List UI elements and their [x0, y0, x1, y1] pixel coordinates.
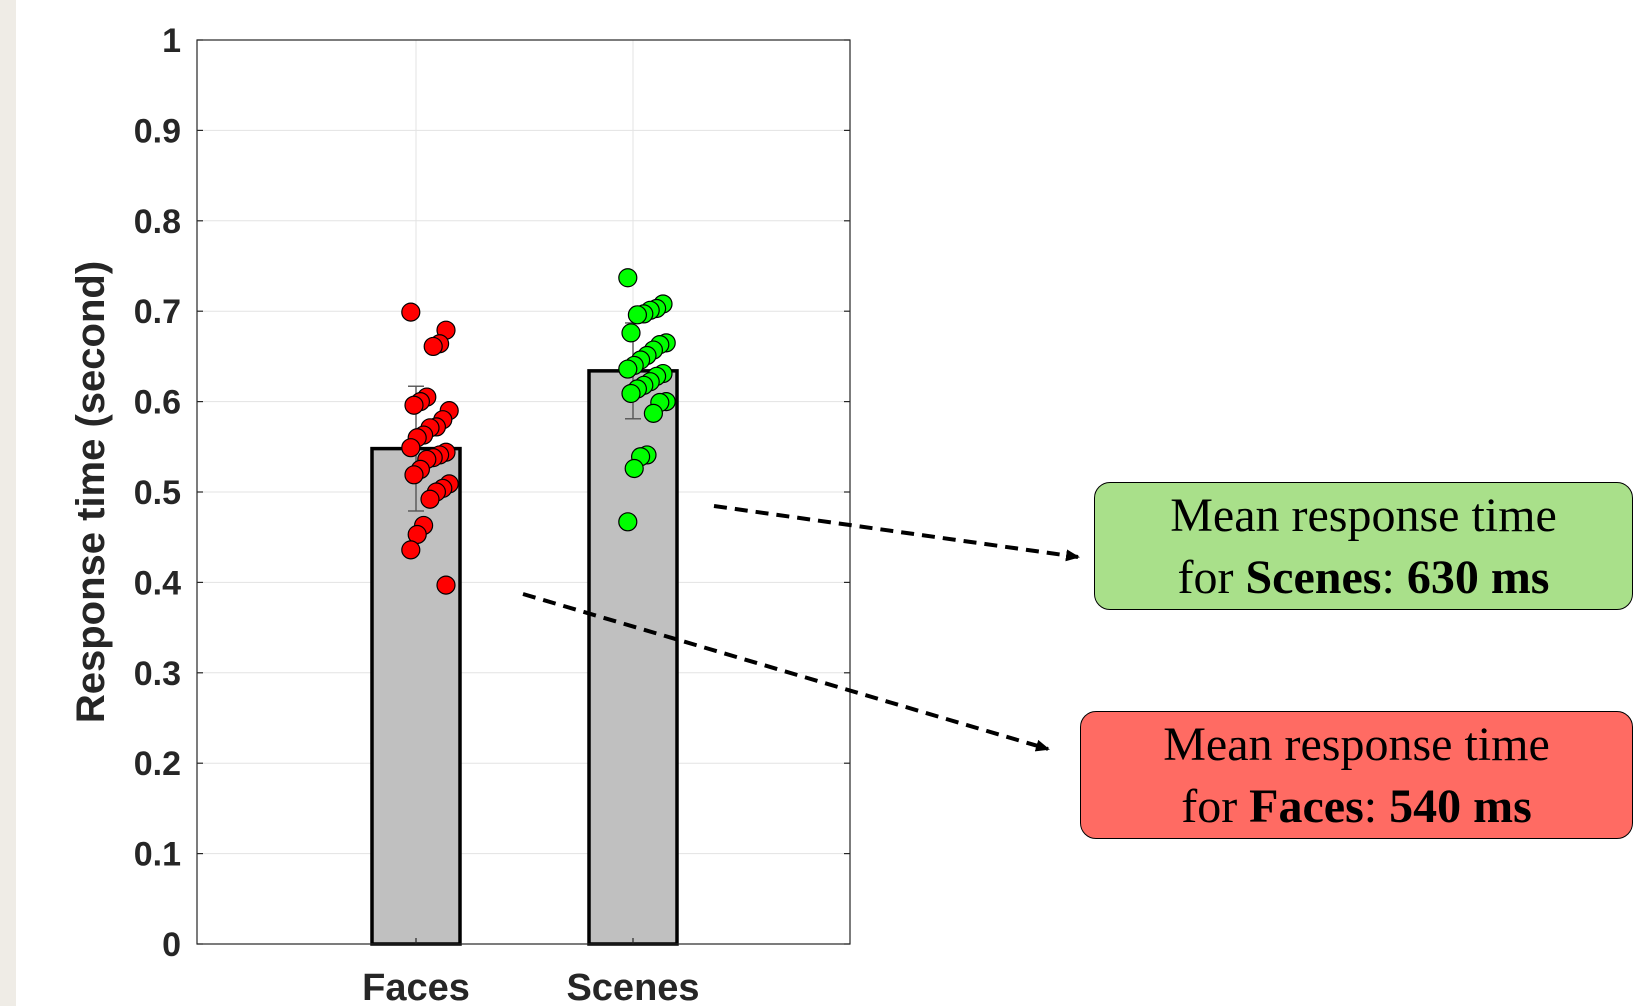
data-point-scenes [618, 512, 638, 532]
gridlines [197, 39, 850, 945]
y-tick-label: 0.6 [134, 384, 181, 422]
faces-callout-line1: Mean response time [1163, 718, 1550, 771]
scenes-mean-callout: Mean response time for Scenes: 630 ms [1094, 482, 1633, 610]
data-point-faces [436, 575, 456, 595]
faces-callout-category: Faces [1249, 780, 1364, 833]
y-tick-label: 0.7 [134, 293, 181, 331]
scenes-callout-line2: for Scenes: 630 ms [1095, 547, 1632, 609]
data-point-scenes [618, 359, 638, 379]
data-point-faces [401, 540, 421, 560]
x-category-labels: Faces Scenes [362, 938, 700, 1006]
y-ticks: 0 0.1 0.2 0.3 0.4 0.5 0.6 0.7 0.8 0.9 1 [134, 22, 850, 964]
callout-arrows [522, 504, 1080, 752]
x-category-label-scenes: Scenes [566, 967, 699, 1006]
y-tick-label: 0.2 [134, 745, 181, 783]
y-tick-label: 0.5 [134, 474, 181, 512]
data-point-scenes [643, 403, 664, 423]
y-tick-label: 0.3 [134, 655, 181, 693]
scenes-callout-sep: : [1381, 551, 1407, 604]
y-tick-label: 0.9 [134, 112, 181, 150]
faces-callout-value: 540 ms [1389, 780, 1532, 833]
data-point-scenes [624, 458, 644, 479]
faces-callout-line2: for Faces: 540 ms [1081, 776, 1632, 838]
scenes-callout-line1: Mean response time [1170, 489, 1557, 542]
faces-callout-prefix: for [1181, 780, 1250, 833]
y-tick-label: 0.8 [134, 203, 181, 241]
data-points [401, 268, 676, 595]
data-point-faces [420, 489, 440, 509]
y-tick-label: 1 [162, 22, 181, 60]
data-point-scenes [627, 305, 648, 325]
scenes-callout-arrow [713, 504, 1080, 562]
scenes-callout-value: 630 ms [1406, 551, 1550, 604]
data-point-faces [423, 336, 443, 357]
scenes-callout-prefix: for [1177, 551, 1246, 604]
faces-mean-callout: Mean response time for Faces: 540 ms [1080, 711, 1633, 839]
scenes-callout-category: Scenes [1245, 551, 1382, 604]
data-point-scenes [621, 383, 641, 404]
y-tick-label: 0 [162, 926, 181, 964]
data-point-faces [401, 302, 421, 322]
data-point-faces [404, 465, 424, 485]
data-point-faces [404, 395, 424, 415]
left-margin-strip [0, 0, 16, 1006]
y-tick-label: 0.4 [134, 564, 181, 602]
y-axis-label: Response time (second) [69, 261, 113, 723]
data-point-scenes [621, 323, 641, 343]
data-point-scenes [618, 268, 638, 288]
y-tick-label: 0.1 [134, 836, 181, 874]
faces-callout-sep: : [1363, 780, 1390, 833]
x-category-label-faces: Faces [362, 967, 470, 1006]
data-point-faces [401, 438, 421, 458]
faces-callout-arrow [522, 592, 1050, 752]
